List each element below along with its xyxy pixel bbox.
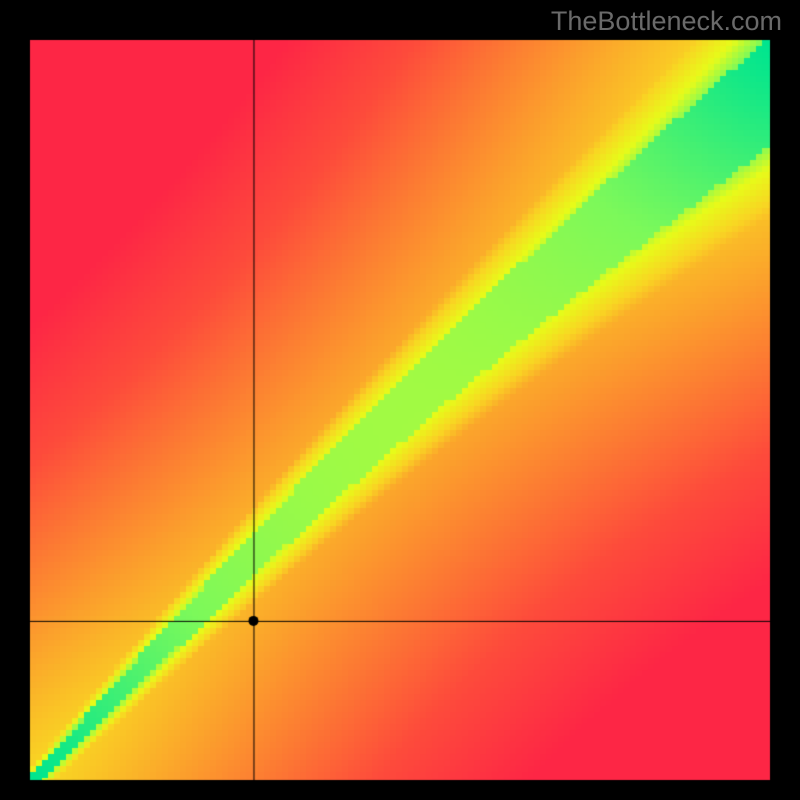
- watermark-text: TheBottleneck.com: [551, 6, 782, 37]
- bottleneck-heatmap: [0, 0, 800, 800]
